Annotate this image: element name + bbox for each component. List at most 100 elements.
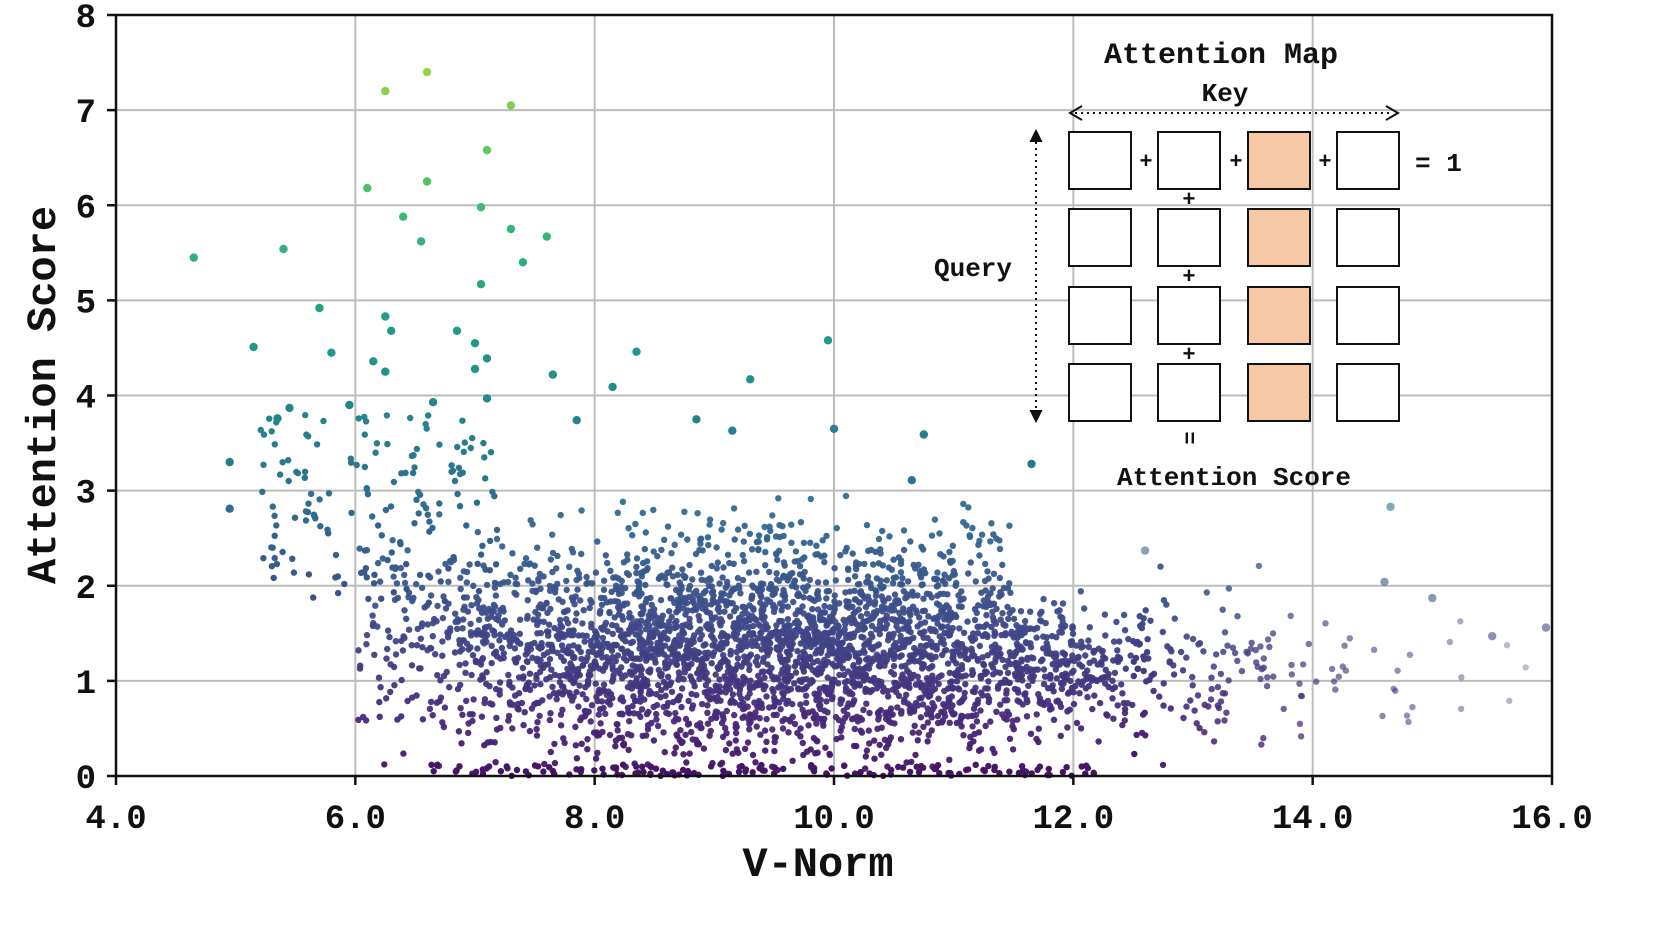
data-point <box>978 531 986 538</box>
data-point <box>989 585 996 592</box>
data-point <box>875 535 883 543</box>
data-point <box>761 523 768 531</box>
data-point <box>1260 655 1268 662</box>
data-point <box>790 680 798 687</box>
data-point <box>960 500 967 508</box>
data-point <box>749 612 756 620</box>
data-point <box>1006 580 1013 587</box>
data-point <box>905 627 912 634</box>
data-point <box>320 417 327 425</box>
data-point <box>613 622 620 630</box>
inset-query-label: Query <box>934 254 1012 284</box>
data-point <box>732 720 739 728</box>
data-point <box>578 550 585 558</box>
data-point <box>1057 613 1064 620</box>
data-point <box>1203 589 1211 596</box>
data-point <box>967 733 974 741</box>
data-point <box>864 573 872 580</box>
data-point <box>700 590 707 597</box>
data-point <box>992 658 999 666</box>
data-point <box>1177 648 1185 656</box>
data-point <box>907 538 914 545</box>
attention-cell <box>1157 363 1221 422</box>
data-point <box>734 574 742 582</box>
data-point <box>677 531 685 538</box>
data-point <box>895 763 902 770</box>
data-point <box>1322 620 1329 627</box>
data-point <box>946 719 953 726</box>
data-point <box>493 714 500 722</box>
data-point <box>482 354 492 363</box>
data-point <box>806 576 813 584</box>
data-point <box>854 666 862 674</box>
data-point <box>792 669 800 676</box>
y-tick-label: 3 <box>76 476 96 514</box>
data-point <box>1040 680 1048 688</box>
data-point <box>546 582 554 590</box>
data-point <box>556 616 564 624</box>
data-point <box>371 651 378 658</box>
data-point <box>1189 635 1197 643</box>
data-point <box>984 568 991 575</box>
data-point <box>1160 597 1168 604</box>
data-point <box>1458 674 1465 681</box>
data-point <box>880 583 887 590</box>
data-point <box>713 697 721 705</box>
data-point <box>844 565 852 572</box>
data-point <box>644 722 652 729</box>
data-point <box>909 652 916 659</box>
data-point <box>641 640 648 648</box>
data-point <box>525 561 533 568</box>
data-point <box>1090 769 1097 776</box>
data-point <box>658 687 665 694</box>
data-point <box>917 714 925 721</box>
data-point <box>861 560 868 568</box>
data-point <box>1114 647 1121 654</box>
data-point <box>662 659 669 666</box>
data-point <box>996 537 1003 544</box>
data-point <box>392 638 399 645</box>
data-point <box>692 736 699 743</box>
data-point <box>268 428 275 435</box>
data-point <box>424 647 431 654</box>
data-point <box>746 530 753 537</box>
attention-cell <box>1157 286 1221 345</box>
data-point <box>972 761 979 768</box>
data-point <box>458 740 465 747</box>
data-point <box>307 490 315 497</box>
data-point <box>624 551 631 558</box>
row-plus-sign: + <box>1139 150 1152 175</box>
data-point <box>799 739 806 747</box>
data-point <box>388 549 395 556</box>
data-point <box>902 662 909 669</box>
data-point <box>851 587 858 594</box>
data-point <box>633 763 640 770</box>
data-point <box>470 582 477 589</box>
data-point <box>982 560 989 568</box>
data-point <box>760 668 767 675</box>
data-point <box>889 711 896 718</box>
data-point <box>427 592 435 599</box>
data-point <box>485 763 493 770</box>
data-point <box>975 541 982 549</box>
data-point <box>928 727 935 734</box>
data-point <box>620 559 628 566</box>
data-point <box>334 589 342 597</box>
data-point <box>845 576 852 584</box>
data-point <box>999 711 1006 718</box>
data-point <box>547 710 554 717</box>
data-point <box>428 761 435 768</box>
data-point <box>273 560 281 568</box>
data-point <box>829 660 836 668</box>
data-point <box>1114 702 1121 709</box>
data-point <box>551 759 559 767</box>
data-point <box>983 611 990 619</box>
data-point <box>478 609 486 616</box>
data-point <box>601 594 608 602</box>
data-point <box>580 607 587 614</box>
data-point <box>1097 676 1104 683</box>
data-point <box>735 768 743 775</box>
data-point <box>817 553 825 560</box>
data-point <box>617 696 624 703</box>
data-point <box>383 412 391 419</box>
